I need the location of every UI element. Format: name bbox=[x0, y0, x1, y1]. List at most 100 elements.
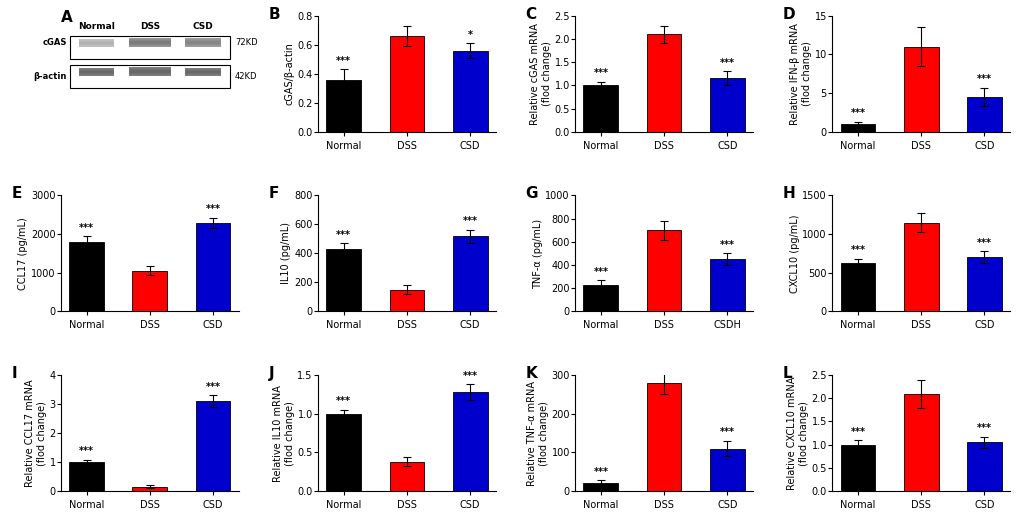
Bar bbox=[326, 80, 361, 132]
FancyBboxPatch shape bbox=[128, 44, 171, 45]
Text: 42KD: 42KD bbox=[234, 72, 257, 81]
FancyBboxPatch shape bbox=[78, 43, 114, 44]
FancyBboxPatch shape bbox=[78, 75, 114, 76]
Text: ***: *** bbox=[850, 108, 864, 118]
FancyBboxPatch shape bbox=[78, 68, 114, 69]
Text: ***: *** bbox=[976, 238, 990, 248]
FancyBboxPatch shape bbox=[185, 42, 220, 44]
Text: cGAS: cGAS bbox=[42, 38, 66, 47]
FancyBboxPatch shape bbox=[70, 64, 229, 88]
Text: I: I bbox=[11, 366, 17, 381]
Text: H: H bbox=[782, 186, 795, 201]
Bar bbox=[966, 257, 1001, 312]
FancyBboxPatch shape bbox=[185, 73, 220, 74]
Text: D: D bbox=[782, 6, 795, 22]
FancyBboxPatch shape bbox=[185, 39, 220, 40]
Text: ***: *** bbox=[850, 246, 864, 256]
FancyBboxPatch shape bbox=[78, 69, 114, 70]
FancyBboxPatch shape bbox=[185, 69, 220, 70]
Text: 72KD: 72KD bbox=[234, 38, 258, 47]
FancyBboxPatch shape bbox=[128, 41, 171, 42]
Text: L: L bbox=[782, 366, 792, 381]
FancyBboxPatch shape bbox=[185, 45, 220, 46]
FancyBboxPatch shape bbox=[185, 68, 220, 69]
Bar bbox=[903, 394, 937, 491]
Text: C: C bbox=[525, 6, 536, 22]
Text: G: G bbox=[525, 186, 538, 201]
Y-axis label: CCL17 (pg/mL): CCL17 (pg/mL) bbox=[18, 217, 29, 290]
Bar bbox=[389, 290, 424, 312]
Text: ***: *** bbox=[463, 216, 477, 226]
Text: J: J bbox=[268, 366, 274, 381]
FancyBboxPatch shape bbox=[78, 73, 114, 74]
FancyBboxPatch shape bbox=[78, 40, 114, 41]
FancyBboxPatch shape bbox=[185, 75, 220, 76]
FancyBboxPatch shape bbox=[185, 40, 220, 41]
Bar bbox=[69, 462, 104, 491]
FancyBboxPatch shape bbox=[78, 42, 114, 43]
Y-axis label: Relative CCL17 mRNA
(flod change): Relative CCL17 mRNA (flod change) bbox=[25, 379, 47, 487]
Bar bbox=[69, 242, 104, 312]
Bar bbox=[709, 79, 744, 132]
Text: CSD: CSD bbox=[193, 22, 213, 31]
Bar bbox=[583, 86, 618, 132]
FancyBboxPatch shape bbox=[128, 67, 171, 68]
FancyBboxPatch shape bbox=[185, 70, 220, 71]
FancyBboxPatch shape bbox=[78, 74, 114, 75]
FancyBboxPatch shape bbox=[128, 39, 171, 40]
Y-axis label: CXCL10 (pg/mL): CXCL10 (pg/mL) bbox=[789, 214, 799, 293]
FancyBboxPatch shape bbox=[78, 44, 114, 45]
FancyBboxPatch shape bbox=[185, 72, 220, 73]
Text: ***: *** bbox=[336, 56, 351, 66]
Text: ***: *** bbox=[336, 230, 351, 240]
FancyBboxPatch shape bbox=[185, 46, 220, 47]
Text: ***: *** bbox=[976, 74, 990, 84]
FancyBboxPatch shape bbox=[78, 70, 114, 71]
Text: β-actin: β-actin bbox=[33, 72, 66, 81]
FancyBboxPatch shape bbox=[78, 71, 114, 72]
FancyBboxPatch shape bbox=[128, 46, 171, 47]
Text: ***: *** bbox=[976, 423, 990, 433]
Y-axis label: cGAS/β-actin: cGAS/β-actin bbox=[284, 42, 294, 105]
FancyBboxPatch shape bbox=[128, 68, 171, 69]
FancyBboxPatch shape bbox=[185, 74, 220, 75]
Bar bbox=[903, 222, 937, 312]
FancyBboxPatch shape bbox=[128, 42, 171, 44]
Bar bbox=[840, 445, 874, 491]
FancyBboxPatch shape bbox=[185, 41, 220, 42]
Y-axis label: TNF-α (pg/mL): TNF-α (pg/mL) bbox=[532, 219, 542, 288]
FancyBboxPatch shape bbox=[128, 73, 171, 74]
FancyBboxPatch shape bbox=[128, 71, 171, 73]
Text: K: K bbox=[525, 366, 537, 381]
Text: ***: *** bbox=[593, 68, 607, 78]
FancyBboxPatch shape bbox=[128, 69, 171, 70]
Text: A: A bbox=[61, 10, 73, 25]
Text: ***: *** bbox=[79, 446, 94, 456]
FancyBboxPatch shape bbox=[78, 72, 114, 73]
Text: Normal: Normal bbox=[78, 22, 115, 31]
Bar bbox=[452, 51, 487, 132]
FancyBboxPatch shape bbox=[70, 35, 229, 59]
Bar bbox=[326, 249, 361, 312]
Text: ***: *** bbox=[719, 240, 734, 250]
Bar bbox=[709, 449, 744, 491]
Text: F: F bbox=[268, 186, 279, 201]
Y-axis label: Relative IFN-β mRNA
(flod change): Relative IFN-β mRNA (flod change) bbox=[790, 23, 811, 125]
Y-axis label: Relative cGAS mRNA
(flod change): Relative cGAS mRNA (flod change) bbox=[530, 23, 551, 125]
Text: ***: *** bbox=[593, 467, 607, 477]
Text: DSS: DSS bbox=[140, 22, 160, 31]
Bar bbox=[646, 383, 681, 491]
Text: E: E bbox=[11, 186, 21, 201]
Bar bbox=[326, 414, 361, 491]
Y-axis label: Relative TNF-α mRNA
(flod change): Relative TNF-α mRNA (flod change) bbox=[527, 381, 548, 486]
Bar bbox=[840, 263, 874, 312]
Y-axis label: Relative CXCL10 mRNA
(flod change): Relative CXCL10 mRNA (flod change) bbox=[787, 376, 808, 490]
Text: B: B bbox=[268, 6, 280, 22]
FancyBboxPatch shape bbox=[78, 39, 114, 40]
FancyBboxPatch shape bbox=[128, 38, 171, 39]
FancyBboxPatch shape bbox=[78, 46, 114, 47]
Text: ***: *** bbox=[719, 427, 734, 437]
FancyBboxPatch shape bbox=[128, 74, 171, 75]
FancyBboxPatch shape bbox=[128, 70, 171, 71]
Bar bbox=[966, 442, 1001, 491]
